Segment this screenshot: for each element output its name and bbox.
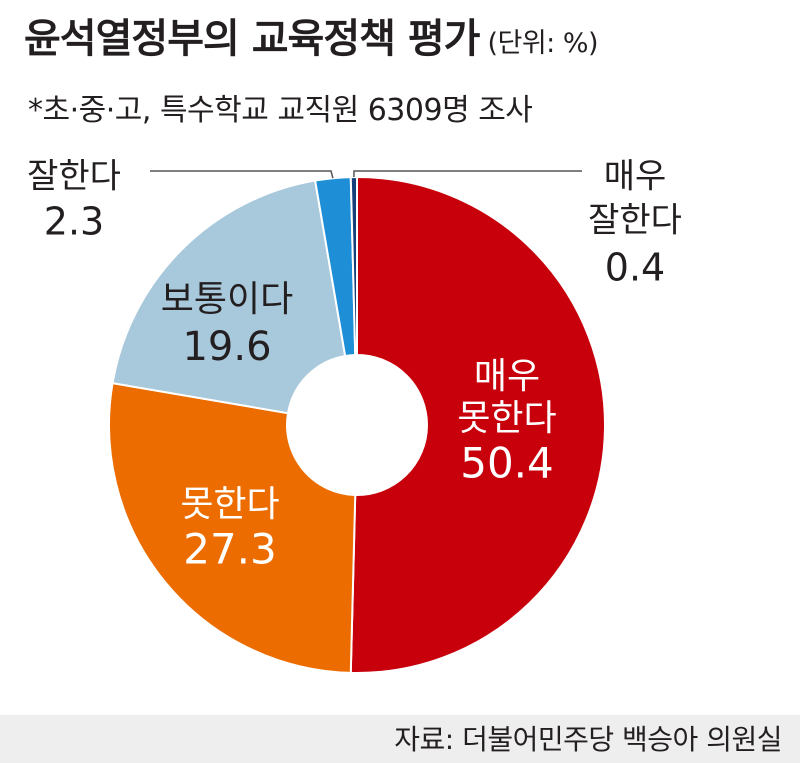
slice-very-bad [349,175,606,674]
category-label-very-bad: 못한다 [457,398,556,439]
value-label-bad: 27.3 [183,525,277,574]
value-label-very-good: 0.4 [605,246,665,290]
category-label-very-bad: 매우 [474,356,540,397]
value-label-very-bad: 50.4 [460,439,554,488]
value-label-neutral: 19.6 [182,324,271,370]
category-label-very-good: 매우 [604,157,667,197]
leader-line-good [150,170,334,179]
category-label-neutral: 보통이다 [161,279,293,320]
source-note: 자료: 더불어민주당 백승아 의원실 [394,723,782,756]
chart-title: 윤석열정부의 교육정책 평가 [24,16,480,62]
slice-bad [108,381,357,674]
leader-line-very-good [353,170,582,178]
category-label-good: 잘한다 [27,157,121,197]
category-label-very-good: 잘한다 [588,201,682,241]
slice-very-good [349,175,358,357]
footer-band [0,715,800,763]
title-row: 윤석열정부의 교육정책 평가 (단위: %) [24,6,599,64]
chart-subtitle: *초·중·고, 특수학교 교직원 6309명 조사 [28,93,533,128]
value-label-good: 2.3 [44,200,104,244]
slice-neutral [111,179,347,415]
unit-label: (단위: %) [487,28,599,59]
category-label-bad: 못한다 [180,484,279,525]
